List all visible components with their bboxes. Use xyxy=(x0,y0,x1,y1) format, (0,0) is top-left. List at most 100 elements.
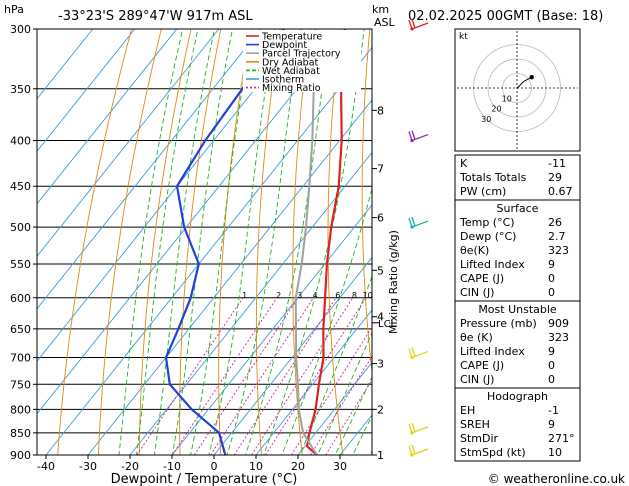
mixing-ratio-line xyxy=(233,297,337,455)
wet-adiabat-line xyxy=(245,29,331,455)
wind-barb xyxy=(408,347,429,360)
index-label: StmSpd (kt) xyxy=(460,446,526,459)
wet-adiabat-line xyxy=(136,29,199,455)
x-tick-label: 20 xyxy=(291,460,305,473)
index-label: Lifted Index xyxy=(460,258,525,271)
mixing-ratio-line xyxy=(171,297,278,455)
wet-adiabat-line xyxy=(208,29,276,455)
y-tick-label: 650 xyxy=(10,323,31,336)
hodograph-stats-box xyxy=(454,387,581,462)
index-label: K xyxy=(460,157,468,170)
most-unstable-box xyxy=(454,300,581,389)
dry-adiabat-line xyxy=(57,29,133,455)
y-tick-label: 800 xyxy=(10,403,31,416)
isotherm-line xyxy=(37,29,136,152)
mixing-ratio-line xyxy=(210,297,314,455)
wet-adiabat-line xyxy=(171,29,233,455)
dewpoint-line xyxy=(164,29,285,455)
isotherm-line xyxy=(255,309,372,455)
wind-barb xyxy=(408,18,429,31)
footer-copyright: © weatheronline.co.uk xyxy=(488,472,625,486)
dry-adiabat-line xyxy=(327,29,344,455)
mixing-ratio-label: 20 xyxy=(405,291,415,300)
wind-barb xyxy=(408,422,429,435)
isotherm-line xyxy=(37,29,178,205)
x-tick-label: -20 xyxy=(121,460,139,473)
index-label: CAPE (J) xyxy=(460,359,504,372)
index-section-title: Most Unstable xyxy=(478,303,557,316)
isotherm-line xyxy=(297,361,372,455)
index-value: 2.7 xyxy=(548,230,566,243)
index-label: θe(K) xyxy=(460,244,489,257)
parcel-trajectory-line xyxy=(294,29,318,455)
sounding-curves: 1 2 3 4 6 8 10 15 20 25 xyxy=(164,29,430,455)
mixing-ratio-axis-title: Mixing Ratio (g/kg) xyxy=(387,230,400,334)
mixing-ratio-line xyxy=(251,297,354,455)
mixing-ratio-line xyxy=(136,297,244,455)
x-tick-label: -40 xyxy=(37,460,55,473)
mixing-ratio-label: 25 xyxy=(420,291,430,300)
dry-adiabat-line xyxy=(608,29,629,455)
wet-adiabat-line xyxy=(281,186,372,455)
km-tick-label: 3 xyxy=(377,358,384,371)
location-title: -33°23'S 289°47'W 917m ASL xyxy=(58,9,253,24)
index-label: CIN (J) xyxy=(460,286,494,299)
plot-frame xyxy=(36,28,373,456)
y-tick-label: 350 xyxy=(10,83,31,96)
dry-adiabat-line xyxy=(255,29,281,455)
legend-entry: Temperature xyxy=(261,32,322,43)
x-tick-label: 30 xyxy=(333,460,347,473)
y-tick-label: 750 xyxy=(10,378,31,391)
plot-background-lines xyxy=(37,29,629,455)
index-value: -1 xyxy=(548,404,559,417)
km-tick-label: 1 xyxy=(377,449,384,462)
y-tick-label: 700 xyxy=(10,352,31,365)
y-tick-label: 300 xyxy=(10,23,31,36)
hodograph-trace xyxy=(516,76,532,89)
mixing-ratio-line xyxy=(291,326,372,455)
mixing-ratio-label: 10 xyxy=(362,291,372,300)
index-value: 909 xyxy=(548,317,569,330)
index-value: 271° xyxy=(548,432,575,445)
isotherm-line xyxy=(213,256,372,455)
y-tick-label: 500 xyxy=(10,221,31,234)
y-tick-label: 900 xyxy=(10,449,31,462)
km-tick-label: 5 xyxy=(377,264,384,277)
y-tick-label: 600 xyxy=(10,292,31,305)
x-tick-label: 0 xyxy=(211,460,218,473)
isotherm-line xyxy=(129,151,372,455)
wet-adiabat-line xyxy=(226,29,301,455)
y-tick-label: 400 xyxy=(10,135,31,148)
legend-entry: Dry Adiabat xyxy=(262,57,319,68)
hodograph-ring-label: 10 xyxy=(502,94,512,103)
isotherm-line xyxy=(171,204,372,455)
km-tick-label: 7 xyxy=(377,163,384,176)
index-value: 323 xyxy=(548,244,569,257)
index-label: SREH xyxy=(460,418,490,431)
wet-adiabat-line xyxy=(118,29,184,455)
legend-entry: Wet Adiabat xyxy=(262,66,320,77)
index-value: 0 xyxy=(548,286,555,299)
legend-entry: Dewpoint xyxy=(262,40,307,51)
index-value: 9 xyxy=(548,258,555,271)
mixing-ratio-label: 3 xyxy=(297,291,302,300)
wet-adiabat-line xyxy=(263,29,365,455)
hodograph-ring-label: 20 xyxy=(491,105,501,114)
index-value: 29 xyxy=(548,171,562,184)
index-label: Temp (°C) xyxy=(459,216,515,229)
x-tick-label: -10 xyxy=(163,460,181,473)
hodograph-ring-label: 30 xyxy=(481,115,491,124)
index-label: Dewp (°C) xyxy=(460,230,516,243)
wind-barb xyxy=(408,130,429,143)
hodograph-endpoint xyxy=(529,74,534,80)
height-unit-label: km xyxy=(372,3,389,16)
axes: -40 -30 -20 -10 0 10 20 30 300 350 400 450 500 550 600… xyxy=(10,23,397,473)
index-value: 9 xyxy=(548,418,555,431)
km-tick-label: 2 xyxy=(377,403,384,416)
isotherm-line xyxy=(37,29,304,362)
mixing-ratio-label: 2 xyxy=(276,291,281,300)
temperature-line xyxy=(306,29,346,455)
mixing-ratio-label: 6 xyxy=(335,291,340,300)
